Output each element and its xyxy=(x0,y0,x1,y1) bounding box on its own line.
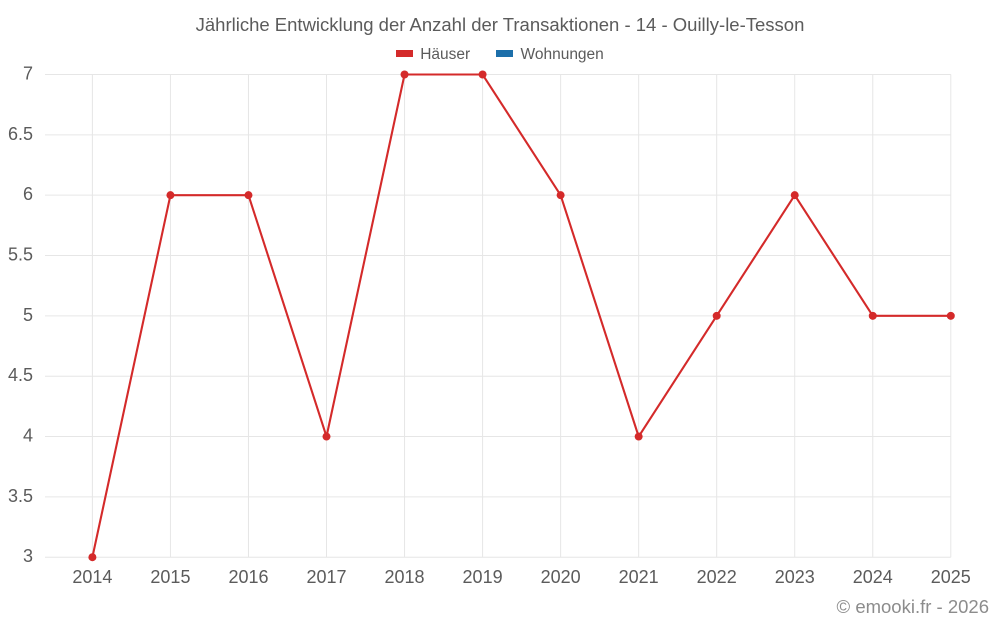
svg-text:5.5: 5.5 xyxy=(8,245,33,265)
svg-text:2022: 2022 xyxy=(697,567,737,587)
svg-text:2019: 2019 xyxy=(463,567,503,587)
svg-text:3.5: 3.5 xyxy=(8,486,33,506)
svg-text:2020: 2020 xyxy=(541,567,581,587)
svg-text:7: 7 xyxy=(23,64,33,84)
svg-text:6: 6 xyxy=(23,184,33,204)
svg-text:2017: 2017 xyxy=(306,567,346,587)
svg-text:2016: 2016 xyxy=(228,567,268,587)
svg-text:4.5: 4.5 xyxy=(8,365,33,385)
svg-text:4: 4 xyxy=(23,426,33,446)
svg-text:3: 3 xyxy=(23,546,33,566)
svg-text:2024: 2024 xyxy=(853,567,893,587)
svg-text:2021: 2021 xyxy=(619,567,659,587)
svg-text:2014: 2014 xyxy=(72,567,112,587)
svg-text:6.5: 6.5 xyxy=(8,124,33,144)
svg-text:2023: 2023 xyxy=(775,567,815,587)
svg-text:2015: 2015 xyxy=(150,567,190,587)
svg-text:2025: 2025 xyxy=(931,567,971,587)
svg-text:2018: 2018 xyxy=(385,567,425,587)
svg-text:5: 5 xyxy=(23,305,33,325)
